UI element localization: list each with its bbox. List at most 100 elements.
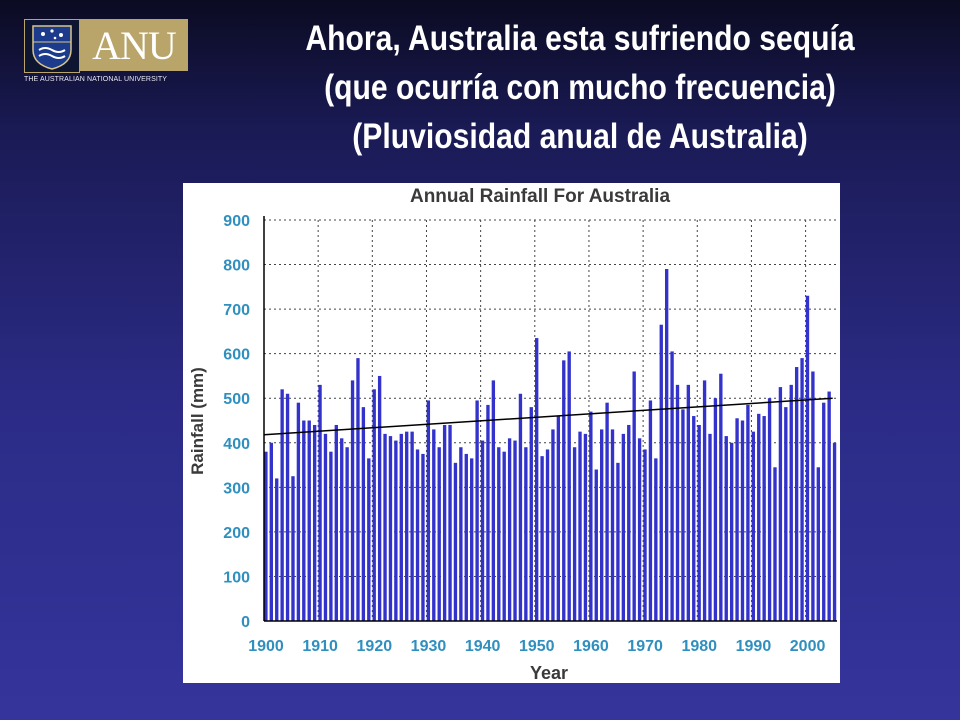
x-tick-label: 1980 (681, 638, 717, 655)
anu-logo: ANU THE AUSTRALIAN NATIONAL UNIVERSITY (24, 19, 190, 91)
y-tick-label: 400 (223, 436, 250, 453)
x-tick-label: 1900 (248, 638, 284, 655)
bar (686, 384, 691, 621)
bar (372, 389, 376, 621)
tick-labels: 0 100 200 300 400 500 600 700 800 900 1900 1910 1920… (223, 213, 825, 655)
bar (470, 458, 474, 621)
y-tick-label: 500 (223, 391, 250, 408)
bar (329, 451, 333, 621)
trend-line (263, 397, 833, 436)
bar (264, 451, 268, 621)
anu-wordmark-box: ANU (80, 19, 188, 71)
bar (805, 295, 810, 621)
bar (453, 462, 458, 621)
bar (415, 449, 420, 621)
bar (307, 420, 311, 621)
bar (735, 418, 739, 621)
chart-title: Annual Rainfall For Australia (410, 186, 670, 207)
bar (648, 400, 653, 621)
bar (275, 478, 279, 621)
bar (681, 409, 685, 621)
bar (551, 429, 555, 621)
bar (383, 433, 387, 621)
bar (664, 269, 669, 621)
bar (448, 424, 452, 621)
bar (507, 438, 512, 621)
bar (773, 467, 777, 621)
bar (361, 407, 366, 621)
bar (697, 424, 701, 621)
rainfall-chart: Annual Rainfall For Australia 0 100 200 300… (183, 183, 840, 683)
rainfall-chart-svg: Annual Rainfall For Australia 0 100 200 300… (188, 186, 837, 683)
bar (459, 447, 463, 621)
x-tick-label: 1950 (519, 638, 555, 655)
bar (491, 380, 496, 621)
bar (605, 402, 609, 621)
bars (264, 269, 837, 621)
bar (789, 384, 793, 621)
bar (280, 389, 284, 621)
bar (562, 360, 566, 621)
bar (318, 384, 322, 621)
bar (643, 449, 647, 621)
bar (729, 442, 734, 621)
x-tick-label: 1910 (302, 638, 338, 655)
bar (784, 407, 788, 621)
bar (567, 351, 571, 621)
bar (637, 438, 642, 621)
y-tick-label: 600 (223, 347, 250, 364)
bar (345, 447, 349, 621)
x-tick-label: 1970 (627, 638, 663, 655)
bar (486, 404, 490, 621)
bar (778, 387, 783, 621)
y-tick-label: 200 (223, 525, 250, 542)
bar (432, 429, 436, 621)
bar (405, 431, 409, 621)
bar (437, 447, 441, 621)
bar (632, 371, 636, 621)
bar (740, 420, 745, 621)
bar (323, 433, 328, 621)
x-tick-label: 2000 (790, 638, 826, 655)
bar (578, 431, 582, 621)
bar (583, 433, 588, 621)
bar (708, 433, 712, 621)
x-tick-label: 1930 (411, 638, 447, 655)
bar (464, 453, 468, 621)
grid-lines (264, 219, 837, 621)
bar (594, 469, 598, 621)
x-tick-label: 1960 (573, 638, 609, 655)
bar (713, 398, 718, 621)
bar (827, 391, 831, 621)
y-axis-label: Rainfall (mm) (188, 367, 207, 475)
bar (659, 324, 663, 621)
bar (540, 456, 544, 621)
bar (442, 424, 447, 621)
bar (388, 436, 393, 621)
slide-title-line-3: (Pluviosidad anual de Australia) (352, 117, 808, 156)
bar (302, 420, 306, 621)
bar (610, 429, 615, 621)
slide-title-line-1: Ahora, Australia esta sufriendo sequía (305, 19, 855, 58)
bar (616, 462, 620, 621)
bar (535, 338, 539, 621)
bar (794, 367, 799, 621)
bar (296, 402, 301, 621)
bar (767, 398, 772, 621)
x-tick-label: 1920 (357, 638, 393, 655)
x-tick-label: 1940 (465, 638, 501, 655)
y-tick-label: 700 (223, 302, 250, 319)
bar (399, 433, 403, 621)
axes (263, 216, 837, 622)
bar (627, 424, 631, 621)
bar (269, 442, 273, 621)
bar (367, 458, 371, 621)
bar (811, 371, 815, 621)
bar (356, 358, 360, 621)
crest-icon (24, 19, 80, 73)
bar (800, 358, 804, 621)
bar (480, 440, 485, 621)
bar (556, 416, 561, 621)
bar (675, 384, 680, 621)
bar (572, 447, 577, 621)
